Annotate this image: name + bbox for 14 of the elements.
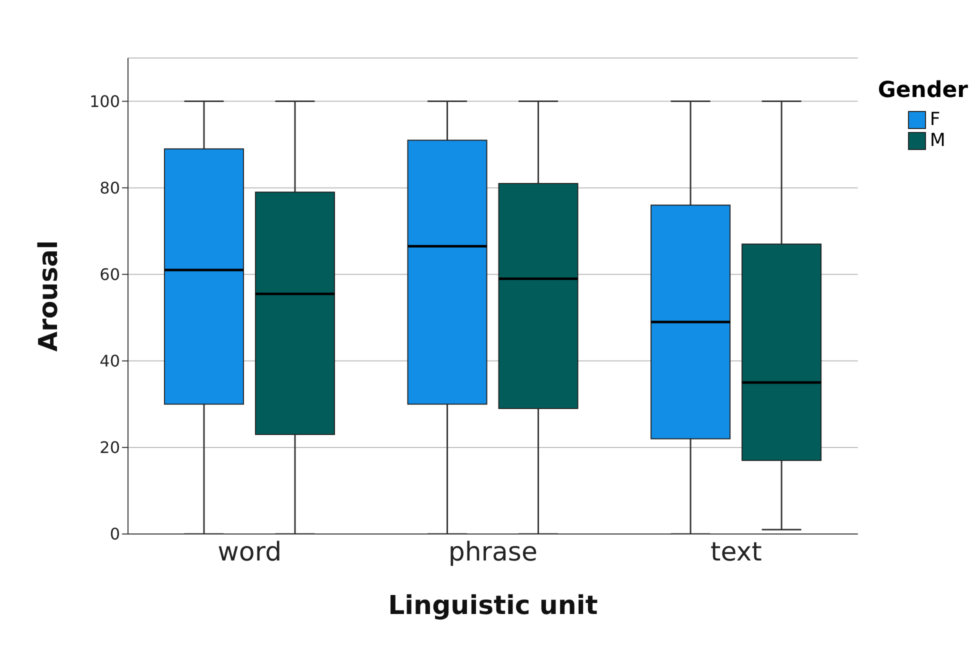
legend-title: Gender — [878, 78, 968, 103]
legend-label: F — [928, 109, 942, 130]
x-axis-title: Linguistic unit — [388, 591, 598, 621]
y-tick-label: 20 — [100, 438, 120, 458]
y-tick-label: 60 — [100, 265, 120, 284]
x-tick-label: phrase — [448, 537, 538, 568]
y-axis-title: Arousal — [34, 240, 64, 352]
y-tick-label: 100 — [89, 92, 120, 111]
y-tick-label: 40 — [100, 352, 120, 371]
y-tick-label: 80 — [100, 178, 120, 198]
x-tick-label: text — [710, 537, 762, 568]
x-tick-label: word — [218, 537, 282, 568]
y-tick-label: 0 — [110, 524, 120, 544]
legend-label: M — [928, 130, 946, 151]
